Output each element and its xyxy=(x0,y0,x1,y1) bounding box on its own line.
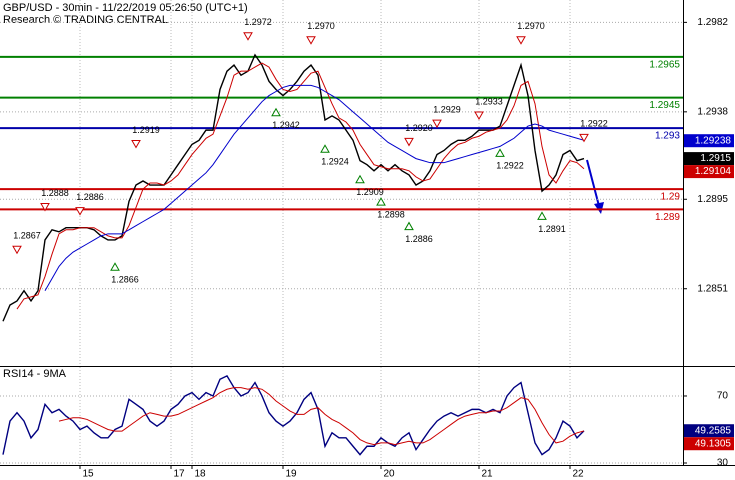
y-tick-label: 1.2895 xyxy=(697,194,728,205)
low-marker xyxy=(320,144,330,153)
price-tag xyxy=(684,152,734,166)
high-label: 1.2972 xyxy=(244,17,272,27)
high-label: 1.2970 xyxy=(307,21,335,31)
x-tick-label: 15 xyxy=(82,469,94,480)
low-label: 1.2866 xyxy=(111,275,139,285)
y-tick-label: 70 xyxy=(717,391,729,402)
high-label: 1.2888 xyxy=(41,188,69,198)
high-marker xyxy=(243,32,253,41)
price-tag-label: 1.2915 xyxy=(700,153,731,164)
high-marker xyxy=(131,139,141,149)
high-marker xyxy=(432,119,442,129)
forecast-arrow xyxy=(586,159,604,214)
low-label: 1.2922 xyxy=(496,161,524,171)
low-marker xyxy=(110,262,120,271)
high-label: 1.2867 xyxy=(13,231,41,241)
low-label: 1.2909 xyxy=(356,187,384,197)
level-label: 1.2945 xyxy=(649,100,680,111)
level-label: 1.29 xyxy=(661,192,681,203)
low-label: 1.2891 xyxy=(538,224,566,234)
high-marker xyxy=(516,36,526,45)
high-marker xyxy=(306,36,316,45)
level-label: 1.293 xyxy=(655,131,680,142)
x-tick-label: 19 xyxy=(285,469,297,480)
y-tick-label: 1.2938 xyxy=(697,106,728,117)
y-tick-label: 1.2982 xyxy=(697,17,728,28)
high-label: 1.2920 xyxy=(405,123,433,133)
price-tag-label: 1.29104 xyxy=(695,166,732,177)
low-label: 1.2942 xyxy=(272,120,300,130)
low-marker xyxy=(376,197,386,206)
price-tag xyxy=(684,165,734,179)
low-label: 1.2924 xyxy=(321,157,349,167)
level-label: 1.2965 xyxy=(649,60,680,71)
level-label: 1.289 xyxy=(655,212,680,223)
high-marker xyxy=(40,203,50,212)
low-marker xyxy=(404,221,414,231)
ma-line xyxy=(58,387,585,446)
x-tick-label: 17 xyxy=(173,469,185,480)
chart-title: GBP/USD - 30min - 11/22/2019 05:26:50 (U… xyxy=(3,2,248,14)
high-label: 1.2970 xyxy=(517,21,545,31)
low-marker xyxy=(537,211,547,220)
x-tick-label: 21 xyxy=(481,469,493,480)
low-marker xyxy=(495,148,505,157)
y-tick-label: 1.2851 xyxy=(697,283,728,294)
price-tag-label: 49.2585 xyxy=(695,425,732,436)
ma-line xyxy=(44,84,585,292)
high-label: 1.2933 xyxy=(475,96,503,106)
high-marker xyxy=(12,245,22,255)
price-tag-label: 49.1305 xyxy=(695,438,732,449)
y-tick-label: 30 xyxy=(717,458,729,469)
low-marker xyxy=(271,107,281,117)
price-tag xyxy=(684,134,734,148)
price-tag xyxy=(684,424,734,438)
high-marker xyxy=(579,133,589,143)
low-label: 1.2886 xyxy=(405,234,433,244)
price-tag-label: 1.29238 xyxy=(695,135,732,146)
price-tag xyxy=(684,437,734,451)
high-label: 1.2929 xyxy=(433,105,461,115)
high-label: 1.2919 xyxy=(132,125,160,135)
high-marker xyxy=(75,207,85,216)
low-label: 1.2898 xyxy=(377,210,405,220)
low-marker xyxy=(355,174,365,184)
high-marker xyxy=(404,137,414,147)
high-marker xyxy=(474,111,484,121)
high-label: 1.2922 xyxy=(580,119,608,129)
rsi-title: RSI14 - 9MA xyxy=(3,368,67,380)
x-tick-label: 22 xyxy=(572,469,584,480)
high-label: 1.2886 xyxy=(76,192,104,202)
x-tick-label: 18 xyxy=(194,469,206,480)
chart-subtitle: Research © TRADING CENTRAL xyxy=(3,14,168,26)
x-tick-label: 20 xyxy=(383,469,395,480)
